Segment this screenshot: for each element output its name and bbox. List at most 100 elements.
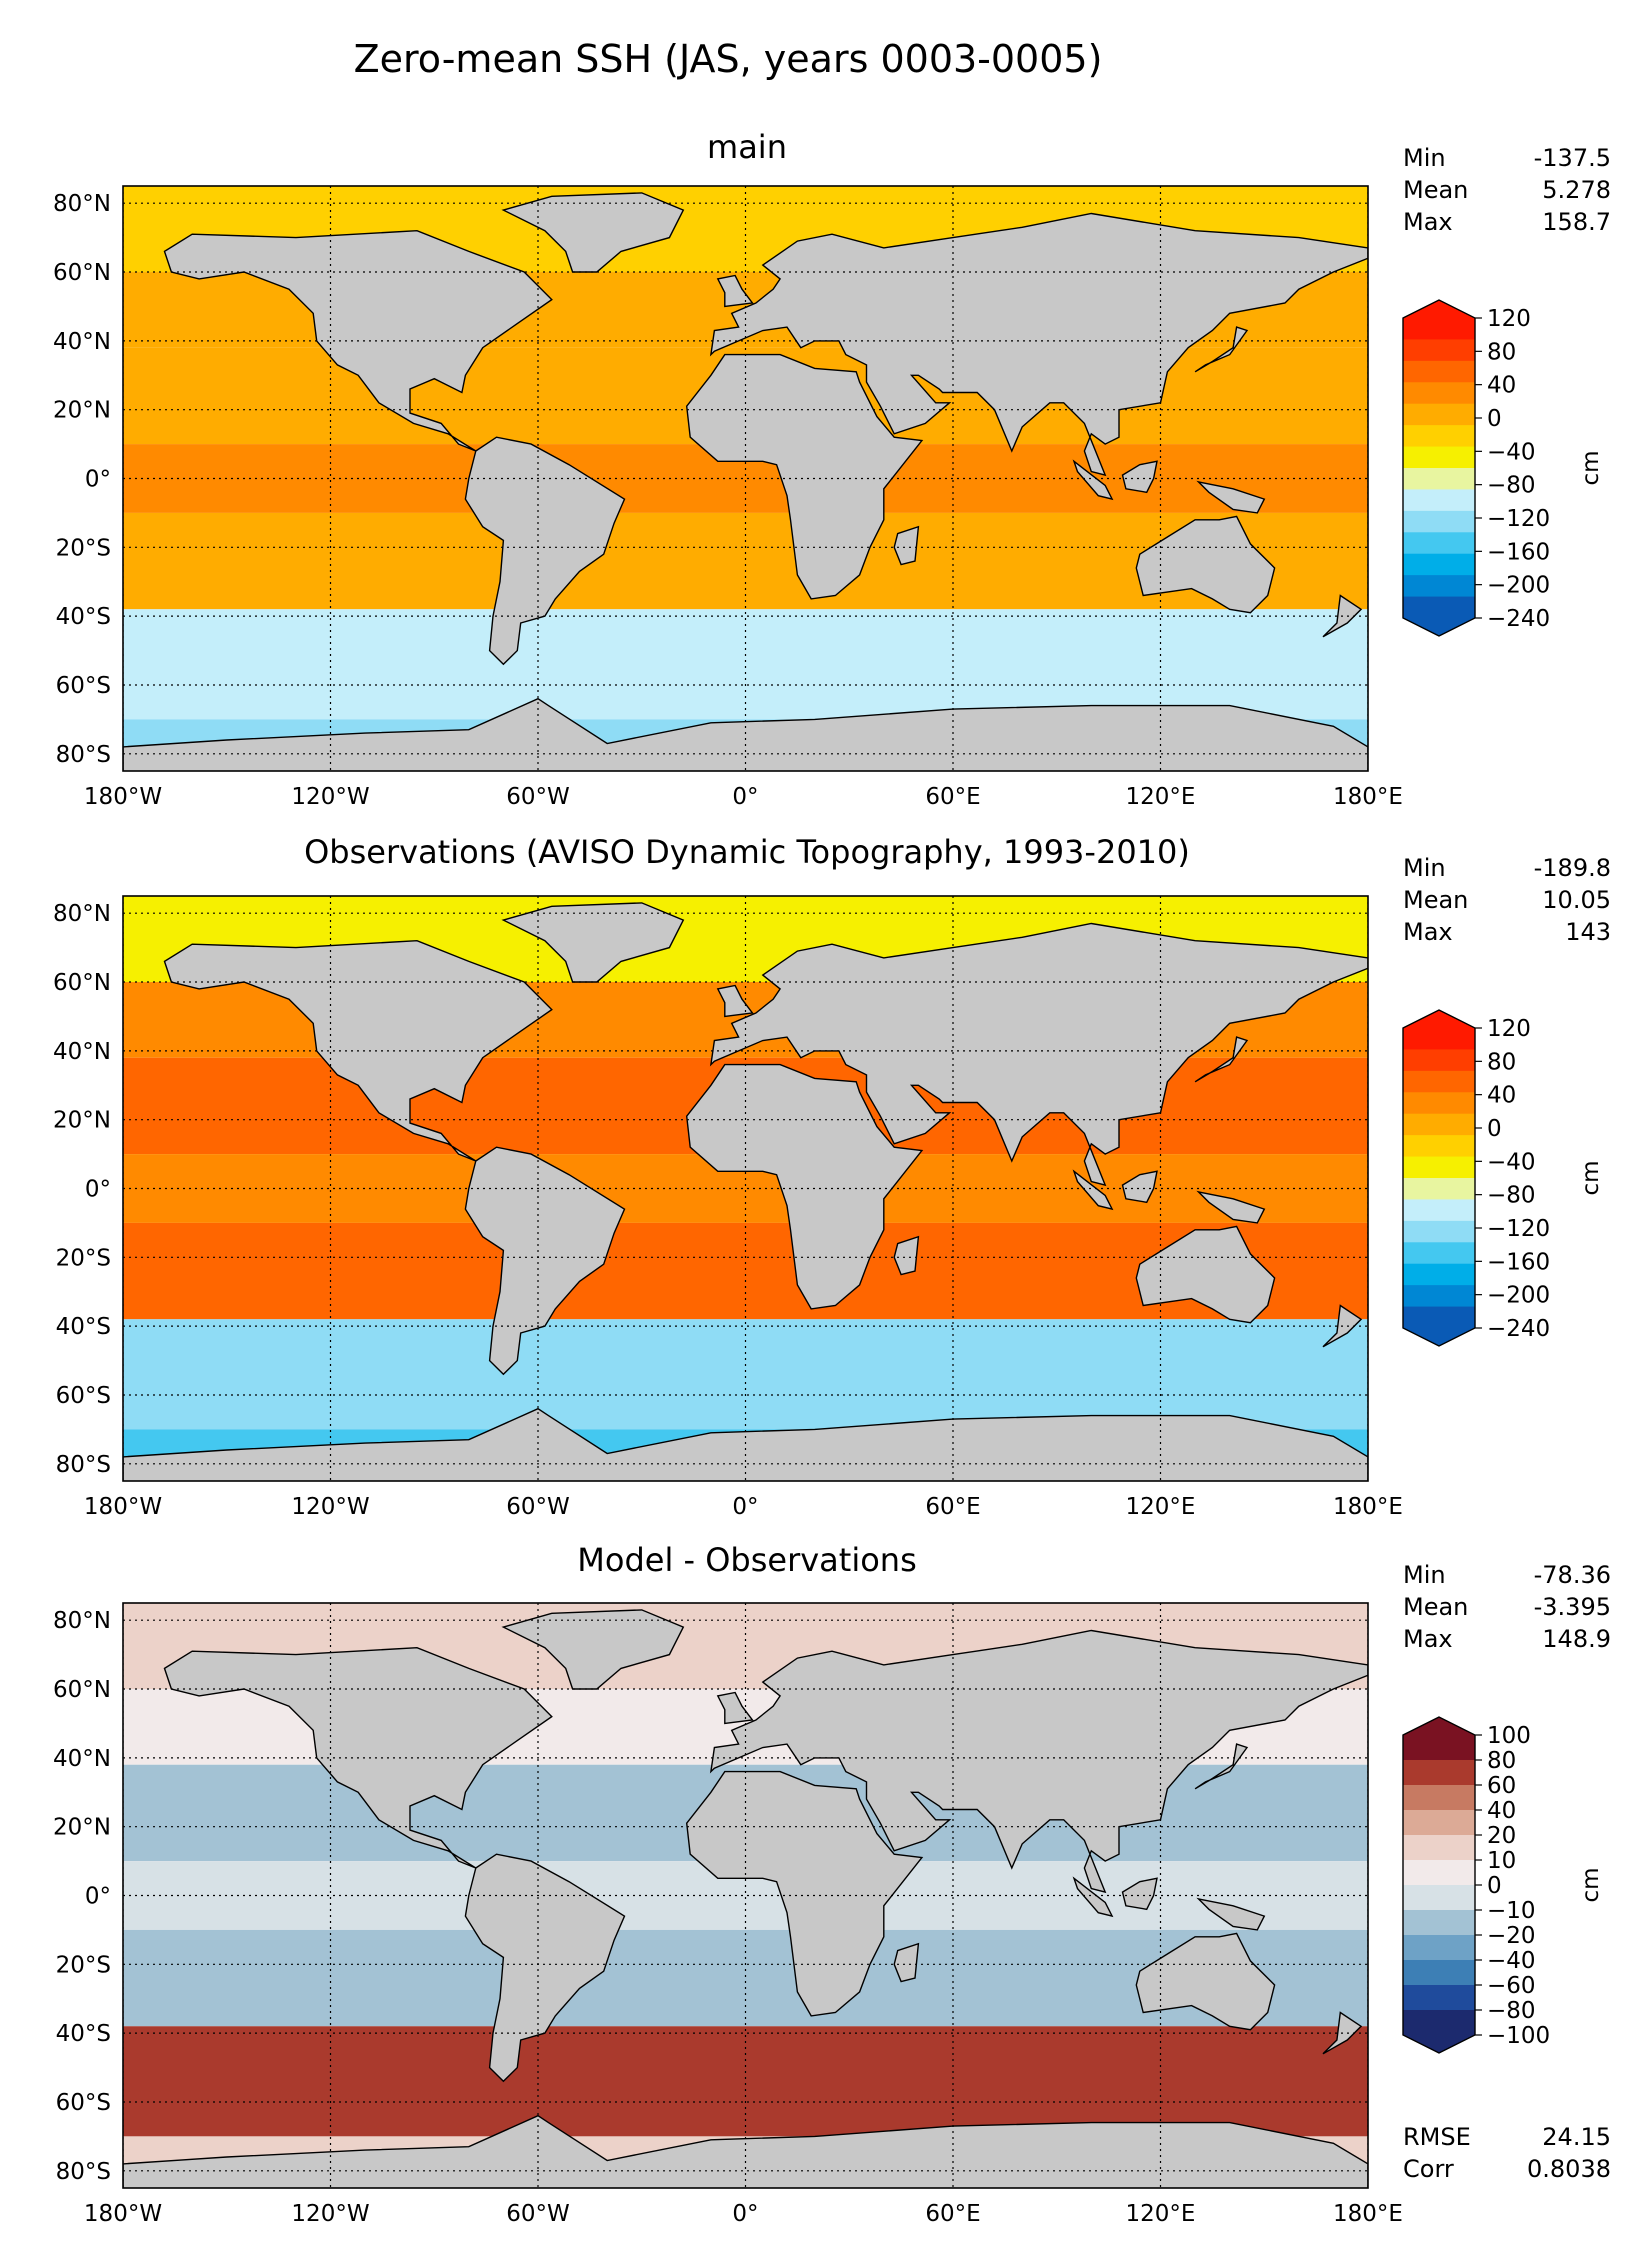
colorbar-segment: [1403, 1985, 1475, 2011]
x-tick-label: 60°W: [506, 784, 570, 810]
panel-title: Observations (AVISO Dynamic Topography, …: [304, 833, 1190, 871]
y-tick-label: 40°S: [56, 604, 111, 630]
colorbar-tick-label: −120: [1487, 506, 1550, 532]
colorbar-segment: [1403, 1960, 1475, 1986]
x-tick-label: 120°W: [291, 2201, 369, 2227]
y-tick-label: 0°: [85, 467, 111, 493]
x-tick-label: 180°E: [1333, 2201, 1403, 2227]
landmass-british-isles: [716, 1691, 754, 1725]
x-tick-label: 120°W: [291, 784, 369, 810]
colorbar-segment: [1403, 489, 1475, 512]
y-tick-label: 80°N: [53, 901, 111, 927]
colorbar-tick-label: 40: [1487, 373, 1516, 399]
colorbar-segment: [1403, 339, 1475, 362]
y-tick-label: 40°N: [53, 329, 111, 355]
colorbar-segment: [1403, 1885, 1475, 1911]
stat-value: 10.05: [1542, 886, 1611, 914]
landmass-sumatra: [1072, 459, 1114, 501]
landmass-south-america: [464, 436, 626, 666]
colorbar-segment: [1403, 446, 1475, 469]
stat-value: -137.5: [1534, 144, 1611, 172]
colorbar-segment: [1403, 1860, 1475, 1886]
colorbar-segment: [1403, 1263, 1475, 1286]
y-tick-label: 0°: [85, 1177, 111, 1203]
x-tick-label: 120°E: [1126, 2201, 1196, 2227]
landmass-new-guinea: [1196, 480, 1266, 514]
ssh-field-band: [123, 1319, 1368, 1430]
colorbar-tick-label: 10: [1487, 1848, 1516, 1874]
landmass-eurasia: [709, 1629, 1368, 1894]
colorbar-segment: [1403, 1306, 1475, 1329]
y-tick-label: 80°S: [56, 742, 111, 768]
colorbar-tick-label: −160: [1487, 539, 1550, 565]
colorbar-tick-label: 120: [1487, 1016, 1531, 1042]
colorbar-tick-label: 40: [1487, 1083, 1516, 1109]
x-tick-label: 180°W: [84, 784, 162, 810]
x-tick-label: 180°W: [84, 1494, 162, 1520]
colorbar-segment: [1403, 1935, 1475, 1961]
landmass-australia: [1135, 1225, 1276, 1324]
x-tick-label: 60°W: [506, 1494, 570, 1520]
map-frame: [122, 895, 1369, 1482]
stat-label: Mean: [1403, 176, 1468, 204]
landmass-antarctica: [123, 1407, 1368, 1481]
colorbar-extend-bottom: [1403, 2035, 1475, 2053]
landmass-australia: [1135, 515, 1276, 614]
stat-label: Max: [1403, 208, 1453, 236]
stat-label: Min: [1403, 1561, 1446, 1589]
colorbar-tick-label: 100: [1487, 1723, 1531, 1749]
colorbar-label: cm: [1578, 450, 1604, 485]
y-tick-label: 40°S: [56, 1314, 111, 1340]
colorbar-tick-label: −80: [1487, 473, 1536, 499]
x-tick-label: 0°: [732, 784, 758, 810]
colorbar-segment: [1403, 2010, 1475, 2036]
x-tick-label: 120°E: [1126, 1494, 1196, 1520]
colorbar-segment: [1403, 1178, 1475, 1200]
colorbar-tick-label: −10: [1487, 1898, 1536, 1924]
figure-suptitle: Zero-mean SSH (JAS, years 0003-0005): [354, 37, 1103, 81]
colorbar-segment: [1403, 360, 1475, 383]
colorbar-segment: [1403, 1285, 1475, 1308]
y-tick-label: 60°N: [53, 260, 111, 286]
colorbar-segment: [1403, 553, 1475, 576]
landmass-new-guinea: [1196, 1897, 1266, 1931]
colorbar-label: cm: [1578, 1160, 1604, 1195]
stat-value: 0.8038: [1527, 2155, 1611, 2183]
stat-value: 5.278: [1542, 176, 1611, 204]
landmass-borneo: [1121, 460, 1158, 494]
y-tick-label: 60°N: [53, 970, 111, 996]
x-tick-label: 60°W: [506, 2201, 570, 2227]
stat-value: -3.395: [1534, 1593, 1611, 1621]
stat-value: 158.7: [1542, 208, 1611, 236]
y-tick-label: 20°N: [53, 1108, 111, 1134]
landmass-british-isles: [716, 274, 754, 308]
colorbar-segment: [1403, 1220, 1475, 1243]
colorbar-extend-top: [1403, 300, 1475, 318]
colorbar-segment: [1403, 1199, 1475, 1222]
stat-value: -78.36: [1534, 1561, 1611, 1589]
y-tick-label: 60°S: [56, 673, 111, 699]
colorbar-segment: [1403, 1156, 1475, 1179]
colorbar-tick-label: 80: [1487, 1049, 1516, 1075]
colorbar-tick-label: 0: [1487, 1116, 1502, 1142]
y-tick-label: 80°N: [53, 191, 111, 217]
colorbar-tick-label: −80: [1487, 1183, 1536, 1209]
colorbar-tick-label: 0: [1487, 406, 1502, 432]
colorbar-tick-label: 60: [1487, 1773, 1516, 1799]
x-tick-label: 0°: [732, 1494, 758, 1520]
panel-observations: Observations (AVISO Dynamic Topography, …: [53, 833, 1611, 1520]
x-tick-label: 180°E: [1333, 784, 1403, 810]
ssh-field-band: [123, 2026, 1368, 2137]
map-frame: [122, 1602, 1369, 2189]
landmass-madagascar: [893, 1235, 920, 1276]
map-area: [123, 896, 1368, 1481]
x-tick-label: 60°E: [925, 2201, 980, 2227]
stat-label: Corr: [1403, 2155, 1454, 2183]
map-frame: [122, 185, 1369, 772]
colorbar-extend-bottom: [1403, 618, 1475, 636]
colorbar-tick-label: −120: [1487, 1216, 1550, 1242]
colorbar-segment: [1403, 1028, 1475, 1050]
stat-value: -189.8: [1534, 854, 1611, 882]
colorbar-tick-label: −240: [1487, 1316, 1550, 1342]
stat-label: RMSE: [1403, 2123, 1471, 2151]
